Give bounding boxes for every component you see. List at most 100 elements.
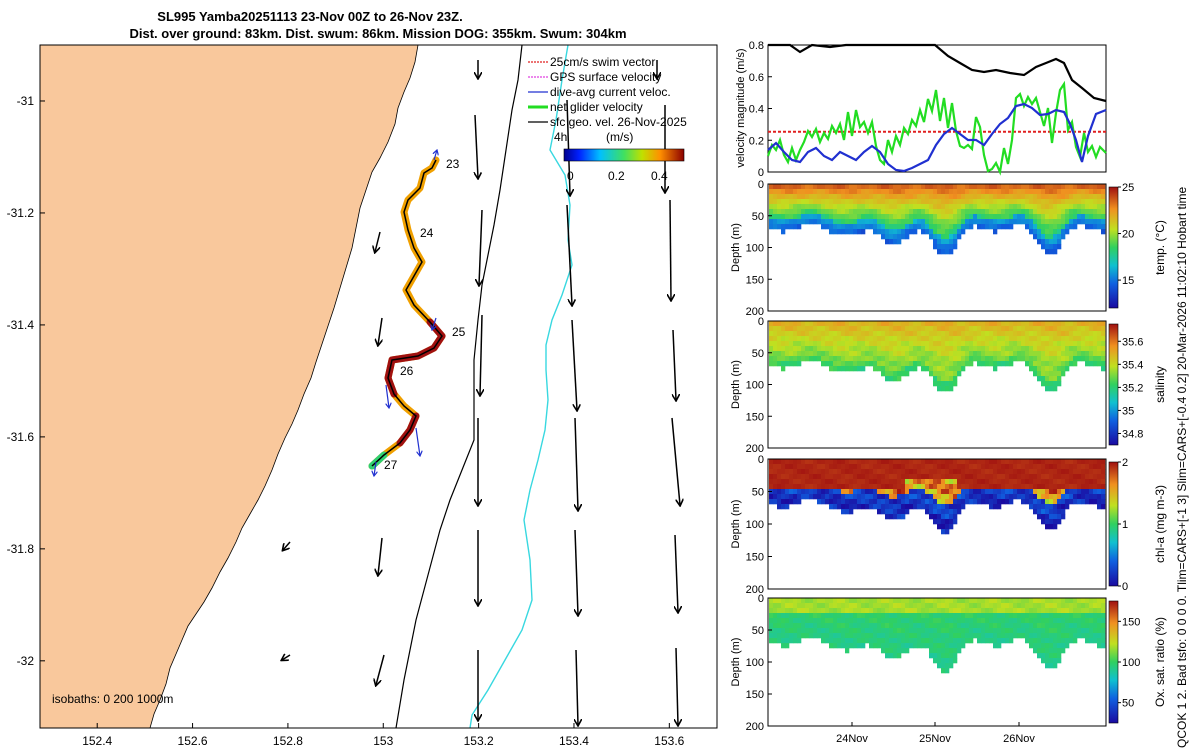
section-cell [917,469,922,475]
section-cell [1077,628,1082,634]
section-cell [945,509,950,515]
section-cell [1033,633,1038,639]
section-cell [1013,341,1018,347]
section-cell [853,469,858,475]
section-cell [853,224,858,230]
section-cell [1061,633,1066,639]
section-cell [1001,608,1006,614]
section-cell [1057,184,1062,190]
glider-track [368,150,446,476]
section-cell [933,618,938,624]
section-cell [1097,356,1102,362]
section-cell [949,494,954,500]
section-cell [965,331,970,337]
section-cell [793,499,798,505]
section-cell [921,623,926,629]
section-cell [829,326,834,332]
section-cell [1057,618,1062,624]
section-cell [921,613,926,619]
section-cell [857,346,862,352]
section-cell [797,623,802,629]
section-cell [1037,504,1042,510]
section-cell [1085,499,1090,505]
section-cell [845,321,850,327]
section-cell [873,336,878,342]
section-cell [769,184,774,190]
section-cell [813,189,818,195]
section-cell [985,598,990,604]
section-cell [897,484,902,490]
section-cell [865,608,870,614]
section-cell [1021,464,1026,470]
section-cell [1049,341,1054,347]
section-cell [797,499,802,505]
section-cell [937,464,942,470]
section-cell [889,633,894,639]
section-cell [1029,204,1034,210]
section-cell [789,214,794,220]
section-cell [833,331,838,337]
section-cell [941,376,946,382]
section-cell [825,194,830,200]
section-cell [1093,613,1098,619]
section-cell [1101,219,1106,225]
section-cell [805,613,810,619]
section-cell [1077,469,1082,475]
section-cell [885,603,890,609]
section-cell [1057,519,1062,525]
section-cell [837,484,842,490]
map-y-tick-label: -31.2 [7,206,35,220]
geo-velocity-arrow [283,541,291,550]
section-cell [921,494,926,500]
section-cell [949,464,954,470]
section-cell [809,204,814,210]
section-cell [1021,608,1026,614]
section-cell [1085,628,1090,634]
section-cell [773,494,778,500]
section-cell [981,474,986,480]
section-cell [941,331,946,337]
section-cell [1013,321,1018,327]
section-cell [1005,184,1010,190]
section-cell [1049,381,1054,387]
section-cell [869,351,874,357]
section-cell [953,346,958,352]
section-cell [1049,623,1054,629]
section-cell [937,371,942,377]
section-cell [933,608,938,614]
section-cell [1025,209,1030,215]
section-cell [849,509,854,515]
section-cell [789,356,794,362]
section-cell [845,643,850,649]
section-cell [961,633,966,639]
section-cell [917,608,922,614]
section-cell [1005,346,1010,352]
section-cell [1021,346,1026,352]
section-cell [913,623,918,629]
section-cell [789,484,794,490]
section-cell [949,204,954,210]
section-cell [861,194,866,200]
section-cell [841,326,846,332]
section-cell [1089,214,1094,220]
section-cell [957,321,962,327]
section-cell [797,326,802,332]
section-cell [857,194,862,200]
section-cell [925,356,930,362]
section-cell [865,209,870,215]
section-cell [861,603,866,609]
section-cell [769,361,774,367]
section-cell [793,479,798,485]
section-cell [961,229,966,235]
section-cell [929,194,934,200]
section-cell [961,321,966,327]
section-cell [853,346,858,352]
section-cell [1081,321,1086,327]
section-cell [797,484,802,490]
section-cell [789,199,794,205]
section-cell [869,489,874,495]
section-cell [789,633,794,639]
section-cell [985,184,990,190]
section-cell [877,336,882,342]
